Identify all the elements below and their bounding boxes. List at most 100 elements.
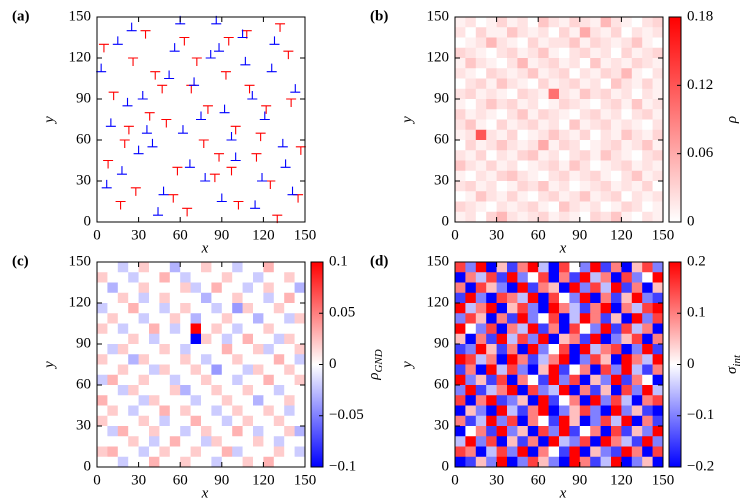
heatmap-cell bbox=[486, 385, 497, 396]
heatmap-cell bbox=[107, 405, 119, 417]
heatmap-cell bbox=[548, 303, 560, 314]
y-tick-label: 0 bbox=[84, 213, 92, 229]
heatmap-cell bbox=[517, 323, 529, 335]
heatmap-cell bbox=[538, 58, 549, 69]
heatmap-cell bbox=[621, 405, 633, 417]
heatmap-cell bbox=[211, 292, 223, 304]
colorbar-tick-label: 0 bbox=[329, 356, 337, 372]
heatmap-cell bbox=[284, 456, 295, 468]
heatmap-cell bbox=[455, 405, 466, 417]
heatmap-cell bbox=[652, 313, 664, 324]
heatmap-cell bbox=[486, 333, 497, 345]
heatmap-cell bbox=[507, 191, 518, 202]
heatmap-cell bbox=[232, 313, 243, 324]
heatmap-cell bbox=[242, 436, 254, 447]
heatmap-cell bbox=[455, 303, 466, 314]
dislocation bbox=[226, 132, 237, 141]
heatmap-cell bbox=[590, 170, 601, 182]
heatmap-cell bbox=[475, 191, 487, 202]
heatmap-cell bbox=[263, 364, 275, 376]
heatmap-cell bbox=[642, 160, 653, 172]
heatmap-cell bbox=[190, 456, 202, 468]
heatmap-cell bbox=[455, 446, 466, 458]
y-tick-label: 30 bbox=[434, 417, 449, 433]
heatmap-cell bbox=[642, 395, 653, 406]
heatmap-cell bbox=[548, 282, 560, 294]
heatmap-cell bbox=[559, 78, 570, 90]
heatmap-cell bbox=[517, 68, 529, 79]
y-tick-label: 30 bbox=[76, 417, 91, 433]
heatmap-cell bbox=[579, 181, 591, 192]
y-tick-label: 120 bbox=[69, 49, 92, 65]
heatmap-cell bbox=[138, 364, 150, 376]
heatmap-cell bbox=[486, 446, 497, 458]
heatmap-cell bbox=[538, 344, 549, 355]
heatmap-cell bbox=[128, 282, 139, 294]
heatmap-cell bbox=[97, 354, 108, 365]
heatmap-cell bbox=[455, 160, 466, 172]
heatmap-cell bbox=[507, 364, 518, 376]
heatmap-cell bbox=[221, 385, 233, 396]
dislocation bbox=[247, 91, 258, 100]
heatmap-cell bbox=[569, 272, 581, 283]
heatmap-cell bbox=[107, 313, 119, 324]
heatmap-cell bbox=[600, 446, 612, 458]
heatmap-cell bbox=[496, 456, 508, 468]
heatmap-cell bbox=[253, 385, 264, 396]
heatmap-cell bbox=[590, 160, 601, 172]
heatmap-cell bbox=[527, 150, 539, 161]
heatmap-cell bbox=[559, 323, 570, 335]
y-tick-label: 90 bbox=[76, 335, 91, 351]
dislocation bbox=[251, 153, 262, 162]
heatmap-cell bbox=[507, 262, 518, 273]
heatmap-cell bbox=[169, 415, 181, 427]
heatmap-cell bbox=[559, 415, 570, 427]
heatmap-cell bbox=[621, 181, 633, 192]
x-tick-label: 60 bbox=[531, 227, 546, 243]
heatmap-cell bbox=[169, 272, 181, 283]
heatmap-cell bbox=[600, 333, 612, 345]
heatmap-cell bbox=[600, 364, 612, 376]
heatmap-cell bbox=[97, 323, 108, 335]
heatmap-cell bbox=[221, 333, 233, 345]
y-tick-label: 150 bbox=[427, 253, 450, 269]
dislocation bbox=[157, 84, 168, 94]
colorbar-tick-label: 0 bbox=[687, 356, 695, 372]
heatmap-cell bbox=[138, 344, 150, 355]
heatmap-cell bbox=[569, 446, 581, 458]
heatmap-cell bbox=[221, 282, 233, 294]
heatmap-cell bbox=[548, 456, 560, 468]
heatmap-cell bbox=[569, 150, 581, 161]
heatmap-cell bbox=[169, 364, 181, 376]
dislocation bbox=[237, 29, 248, 39]
heatmap-cell bbox=[579, 140, 591, 151]
heatmap-cell bbox=[527, 140, 539, 151]
dislocation bbox=[250, 200, 261, 209]
heatmap-cell bbox=[97, 446, 108, 458]
heatmap-cell bbox=[496, 37, 508, 49]
heatmap-cell bbox=[190, 282, 202, 294]
heatmap-cell bbox=[642, 282, 653, 294]
heatmap-cell bbox=[201, 344, 212, 355]
heatmap-cell bbox=[159, 333, 171, 345]
heatmap-cell bbox=[652, 140, 664, 151]
heatmap-cell bbox=[138, 456, 150, 468]
heatmap-cell bbox=[569, 333, 581, 345]
heatmap-cell bbox=[538, 99, 549, 110]
heatmap-cell bbox=[507, 385, 518, 396]
heatmap-cell bbox=[465, 27, 477, 38]
heatmap-cell bbox=[517, 405, 529, 417]
heatmap-cell bbox=[569, 99, 581, 110]
heatmap-cell bbox=[590, 201, 601, 213]
heatmap-cell bbox=[180, 292, 191, 304]
heatmap-cell bbox=[465, 426, 477, 437]
heatmap-cell bbox=[600, 405, 612, 417]
heatmap-cell bbox=[652, 292, 664, 304]
heatmap-cell bbox=[548, 68, 560, 79]
heatmap-cell bbox=[455, 262, 466, 273]
heatmap-cell bbox=[600, 456, 612, 468]
heatmap-cell bbox=[180, 364, 191, 376]
heatmap-cell bbox=[579, 262, 591, 273]
heatmap-cell bbox=[631, 160, 643, 172]
heatmap-cell bbox=[507, 456, 518, 468]
